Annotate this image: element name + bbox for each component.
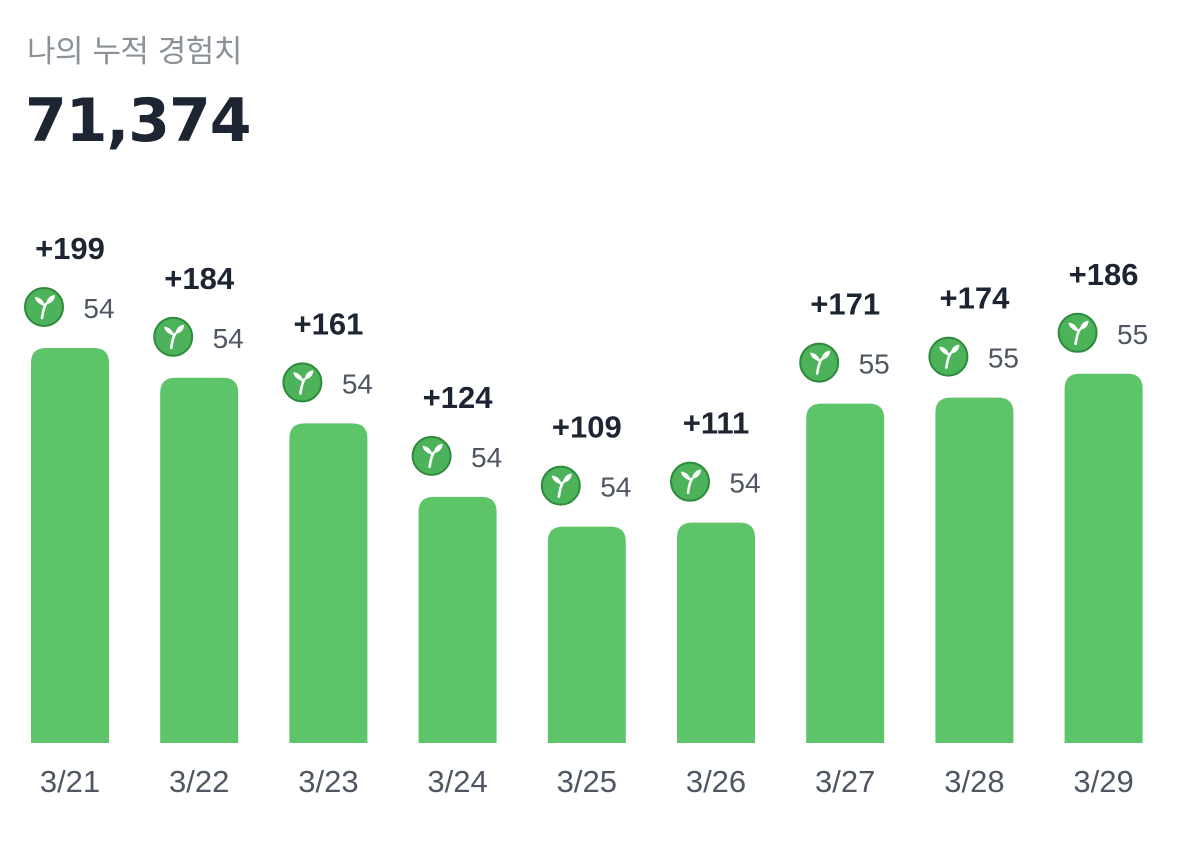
- level-label: 54: [83, 293, 114, 324]
- date-label: 3/25: [557, 764, 617, 799]
- gain-label: +161: [293, 306, 363, 341]
- gain-label: +111: [683, 406, 749, 441]
- gain-label: +186: [1069, 257, 1139, 292]
- sprout-icon: [799, 342, 840, 383]
- sprout-icon: [153, 316, 194, 357]
- level-label: 54: [342, 368, 373, 399]
- gain-label: +109: [552, 410, 622, 445]
- gain-label: +199: [35, 231, 105, 266]
- bar: [418, 496, 497, 743]
- bar-group: 54 +111 3/26: [670, 406, 761, 799]
- date-label: 3/23: [298, 764, 358, 799]
- bar-group: 55 +174 3/28: [928, 281, 1019, 799]
- bar: [547, 526, 626, 743]
- date-label: 3/28: [944, 764, 1004, 799]
- bar: [160, 377, 239, 743]
- gain-label: +174: [939, 281, 1010, 316]
- date-label: 3/29: [1073, 764, 1133, 799]
- bar-group: 54 +109 3/25: [540, 410, 631, 799]
- sprout-icon: [540, 465, 581, 506]
- bar: [31, 348, 109, 743]
- level-label: 55: [988, 343, 1019, 374]
- bar-group: 54 +161 3/23: [282, 306, 373, 799]
- date-label: 3/24: [427, 764, 487, 799]
- total-experience-value: 71,374: [25, 86, 252, 156]
- bar-group: 55 +171 3/27: [799, 287, 890, 799]
- sprout-icon: [928, 336, 969, 377]
- date-label: 3/26: [686, 764, 746, 799]
- sprout-icon: [411, 435, 452, 476]
- date-label: 3/22: [169, 764, 229, 799]
- bar-group: 55 +186 3/29: [1057, 257, 1148, 799]
- bar: [806, 403, 885, 743]
- sprout-icon: [282, 362, 323, 403]
- gain-label: +184: [164, 261, 235, 296]
- sprout-icon: [1057, 312, 1098, 353]
- bar: [677, 522, 755, 743]
- bar: [1064, 373, 1143, 743]
- bar: [289, 423, 368, 743]
- bar-group: 54 +184 3/22: [153, 261, 244, 799]
- page-title: 나의 누적 경험치: [27, 34, 242, 70]
- gain-label: +124: [423, 380, 494, 415]
- level-label: 55: [1117, 319, 1148, 350]
- level-label: 54: [600, 472, 631, 503]
- level-label: 54: [471, 442, 502, 473]
- sprout-icon: [24, 287, 64, 327]
- bar-group: 54 +124 3/24: [411, 380, 502, 799]
- date-label: 3/21: [40, 764, 100, 799]
- level-label: 55: [859, 349, 890, 380]
- level-label: 54: [729, 468, 760, 499]
- bar: [935, 397, 1014, 743]
- bar-group: 54 +199 3/21: [24, 231, 115, 799]
- gain-label: +171: [810, 287, 880, 322]
- level-label: 54: [213, 323, 244, 354]
- date-label: 3/27: [815, 764, 875, 799]
- sprout-icon: [670, 461, 710, 502]
